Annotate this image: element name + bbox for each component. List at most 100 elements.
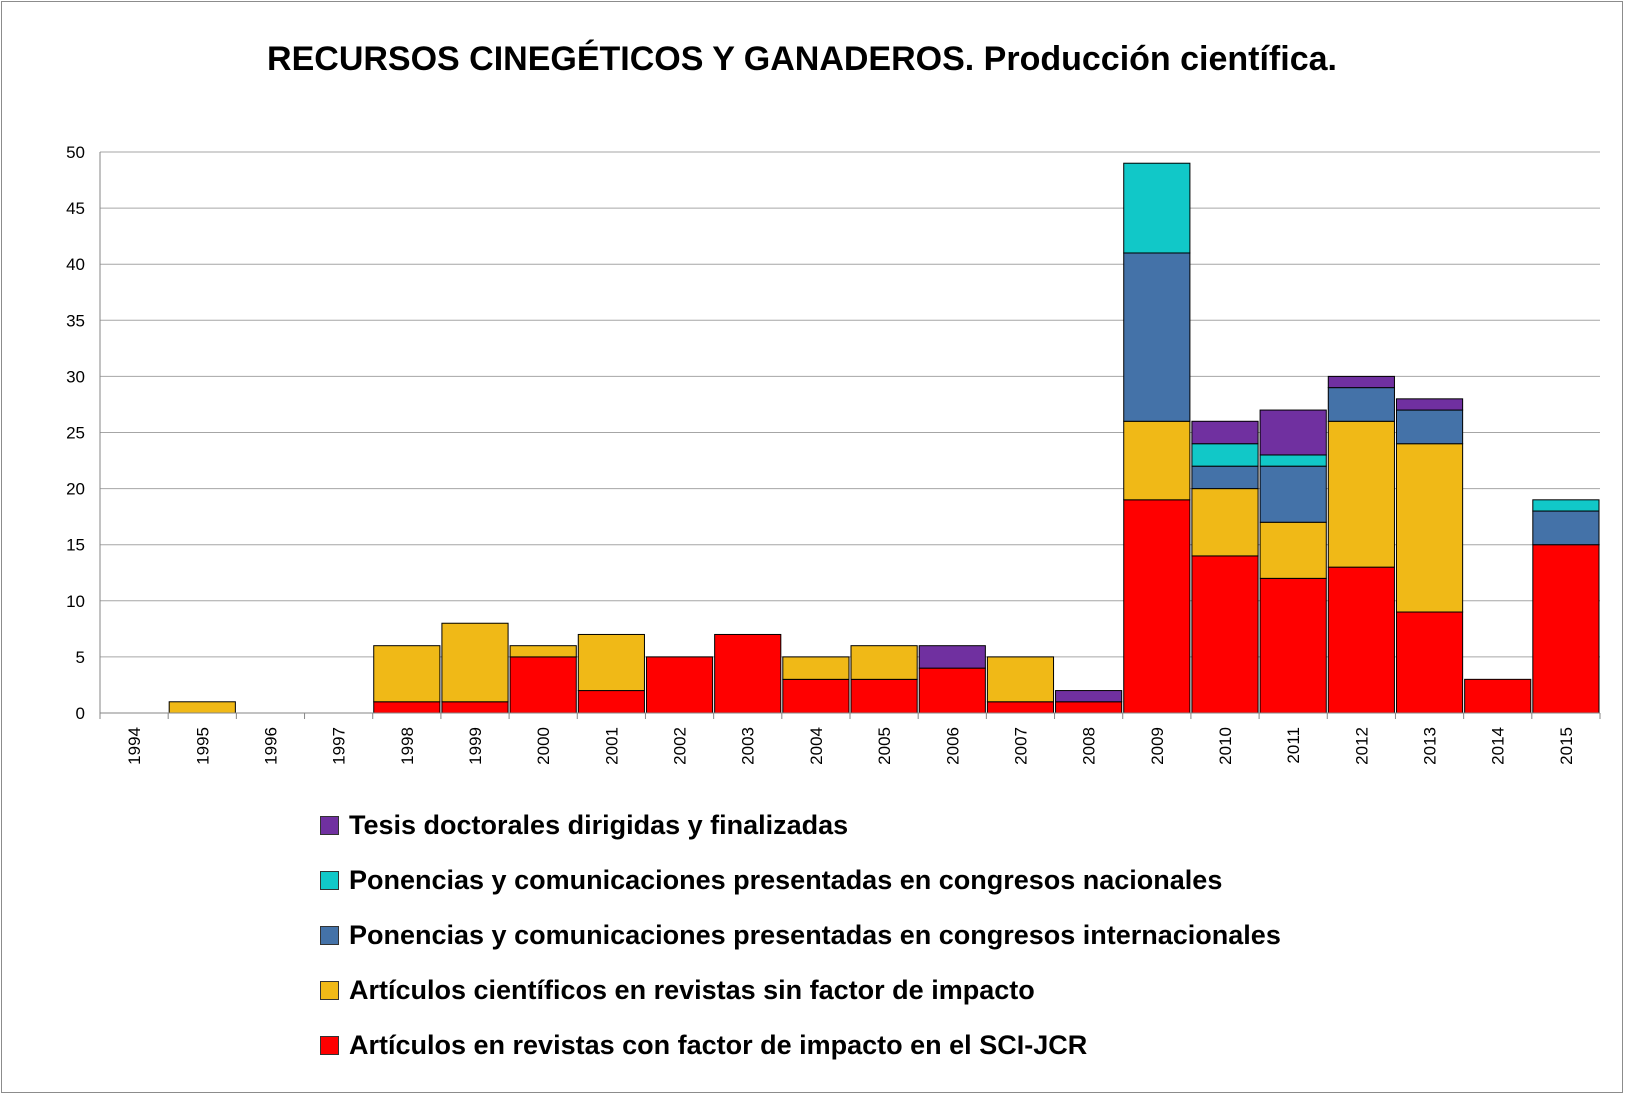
legend-item: Artículos en revistas con factor de impa… [320, 1018, 1281, 1073]
bar-segment-1998-s0 [373, 701, 441, 714]
legend-swatch [320, 981, 339, 1000]
bar-segment-2010-s3 [1191, 443, 1259, 467]
bar-segment-2012-s4 [1327, 375, 1395, 389]
x-tick-label: 2009 [1148, 727, 1167, 765]
x-tick-label: 1996 [261, 727, 280, 765]
bar-segment-2012-s2 [1327, 387, 1395, 422]
y-tick-label: 20 [66, 480, 85, 499]
legend-swatch [320, 1036, 339, 1055]
bar-segment-2000-s0 [509, 656, 577, 714]
bar-segment-2011-s4 [1259, 409, 1327, 456]
bar-segment-1998-s1 [373, 645, 441, 703]
legend-swatch [320, 926, 339, 945]
axes: 0 5 10 15 20 25 30 35 40 45 50 1994 1995 1996 1997 1998… [66, 143, 1601, 765]
bar-segment-2015-s0 [1532, 544, 1600, 714]
bar-segment-2007-s1 [986, 656, 1055, 703]
x-tick-label: 2001 [602, 727, 621, 765]
x-tick-label: 2000 [534, 727, 553, 765]
y-tick-label: 45 [66, 199, 85, 218]
bar-segment-2006-s4 [918, 645, 986, 669]
legend-label: Ponencias y comunicaciones presentadas e… [349, 865, 1223, 895]
bar-segment-2010-s4 [1191, 420, 1259, 445]
bar-segment-2015-s2 [1532, 510, 1600, 546]
y-tick-label: 30 [66, 367, 85, 386]
bar-segment-2009-s3 [1123, 162, 1191, 254]
bar-segment-2001-s1 [577, 633, 645, 692]
bar-segment-2010-s0 [1191, 555, 1259, 714]
x-tick-label: 1999 [466, 727, 485, 765]
bar-segment-1995-s1 [168, 701, 236, 714]
bar-segment-2012-s1 [1327, 420, 1395, 568]
legend-swatch [320, 816, 339, 835]
x-tick-label: 1997 [330, 727, 349, 765]
bar-segment-2003-s0 [714, 633, 782, 714]
bar-segment-2011-s2 [1259, 465, 1327, 523]
x-tick-label: 2006 [943, 727, 962, 765]
x-tick-label: 2005 [875, 727, 894, 765]
x-tick-label: 1994 [125, 727, 144, 765]
bar-segment-2009-s1 [1123, 420, 1191, 501]
bars [168, 162, 1600, 714]
x-tick-label: 1998 [398, 727, 417, 765]
bar-segment-2001-s0 [577, 690, 645, 714]
y-tick-label: 5 [76, 648, 85, 667]
x-tick-label: 2007 [1011, 727, 1030, 765]
y-tick-label: 10 [66, 592, 85, 611]
x-tick-label: 2012 [1352, 727, 1371, 765]
bar-segment-2011-s0 [1259, 577, 1327, 714]
bar-segment-2008-s0 [1055, 701, 1123, 714]
bar-segment-2013-s1 [1395, 443, 1464, 613]
x-tick-label: 2011 [1284, 727, 1303, 764]
x-tick-label: 2013 [1421, 727, 1440, 765]
legend-item: Ponencias y comunicaciones presentadas e… [320, 853, 1281, 908]
legend-item: Ponencias y comunicaciones presentadas e… [320, 908, 1281, 963]
bar-segment-2004-s1 [782, 656, 850, 680]
x-tick-label: 2014 [1489, 727, 1508, 765]
x-tick-label: 2008 [1080, 727, 1099, 765]
bar-segment-2013-s0 [1395, 611, 1464, 714]
legend-label: Tesis doctorales dirigidas y finalizadas [349, 810, 849, 840]
bar-segment-2013-s4 [1395, 398, 1464, 411]
bar-segment-2015-s3 [1532, 499, 1600, 512]
gridlines [100, 151, 1600, 658]
legend-label: Artículos en revistas con factor de impa… [349, 1030, 1088, 1060]
bar-segment-2008-s4 [1055, 690, 1123, 703]
x-tick-label: 2002 [671, 727, 690, 765]
bar-segment-2010-s2 [1191, 465, 1259, 490]
bar-segment-2012-s0 [1327, 566, 1395, 714]
legend-item: Artículos científicos en revistas sin fa… [320, 963, 1281, 1018]
bar-segment-2005-s0 [850, 678, 918, 714]
bar-segment-2009-s2 [1123, 252, 1191, 422]
y-tick-label: 35 [66, 311, 85, 330]
bar-segment-2011-s3 [1259, 454, 1327, 467]
bar-segment-2000-s1 [509, 645, 577, 658]
bar-segment-1999-s1 [441, 622, 509, 703]
bar-segment-2014-s0 [1464, 678, 1532, 714]
x-tick-label: 2015 [1557, 727, 1576, 765]
legend: Tesis doctorales dirigidas y finalizadas… [320, 798, 1281, 1073]
x-tick-label: 2010 [1216, 727, 1235, 765]
y-tick-label: 15 [66, 536, 85, 555]
y-tick-label: 50 [66, 143, 85, 162]
bar-segment-2013-s2 [1395, 409, 1464, 445]
bar-segment-2011-s1 [1259, 521, 1327, 579]
y-tick-label: 40 [66, 255, 85, 274]
bar-segment-2007-s0 [986, 701, 1055, 714]
bar-segment-2005-s1 [850, 645, 918, 680]
x-tick-label: 2004 [807, 727, 826, 765]
bar-segment-2004-s0 [782, 678, 850, 714]
bar-segment-1999-s0 [441, 701, 509, 714]
bar-segment-2010-s1 [1191, 488, 1259, 557]
bar-segment-2006-s0 [918, 667, 986, 714]
x-tick-label: 1995 [193, 727, 212, 765]
legend-swatch [320, 871, 339, 890]
chart-title: RECURSOS CINEGÉTICOS Y GANADEROS. Produc… [267, 40, 1337, 78]
legend-label: Ponencias y comunicaciones presentadas e… [349, 920, 1281, 950]
x-tick-label: 2003 [739, 727, 758, 765]
legend-item: Tesis doctorales dirigidas y finalizadas [320, 798, 1281, 853]
bar-segment-2002-s0 [645, 656, 714, 714]
y-tick-label: 25 [66, 424, 85, 443]
y-tick-label: 0 [76, 704, 85, 723]
